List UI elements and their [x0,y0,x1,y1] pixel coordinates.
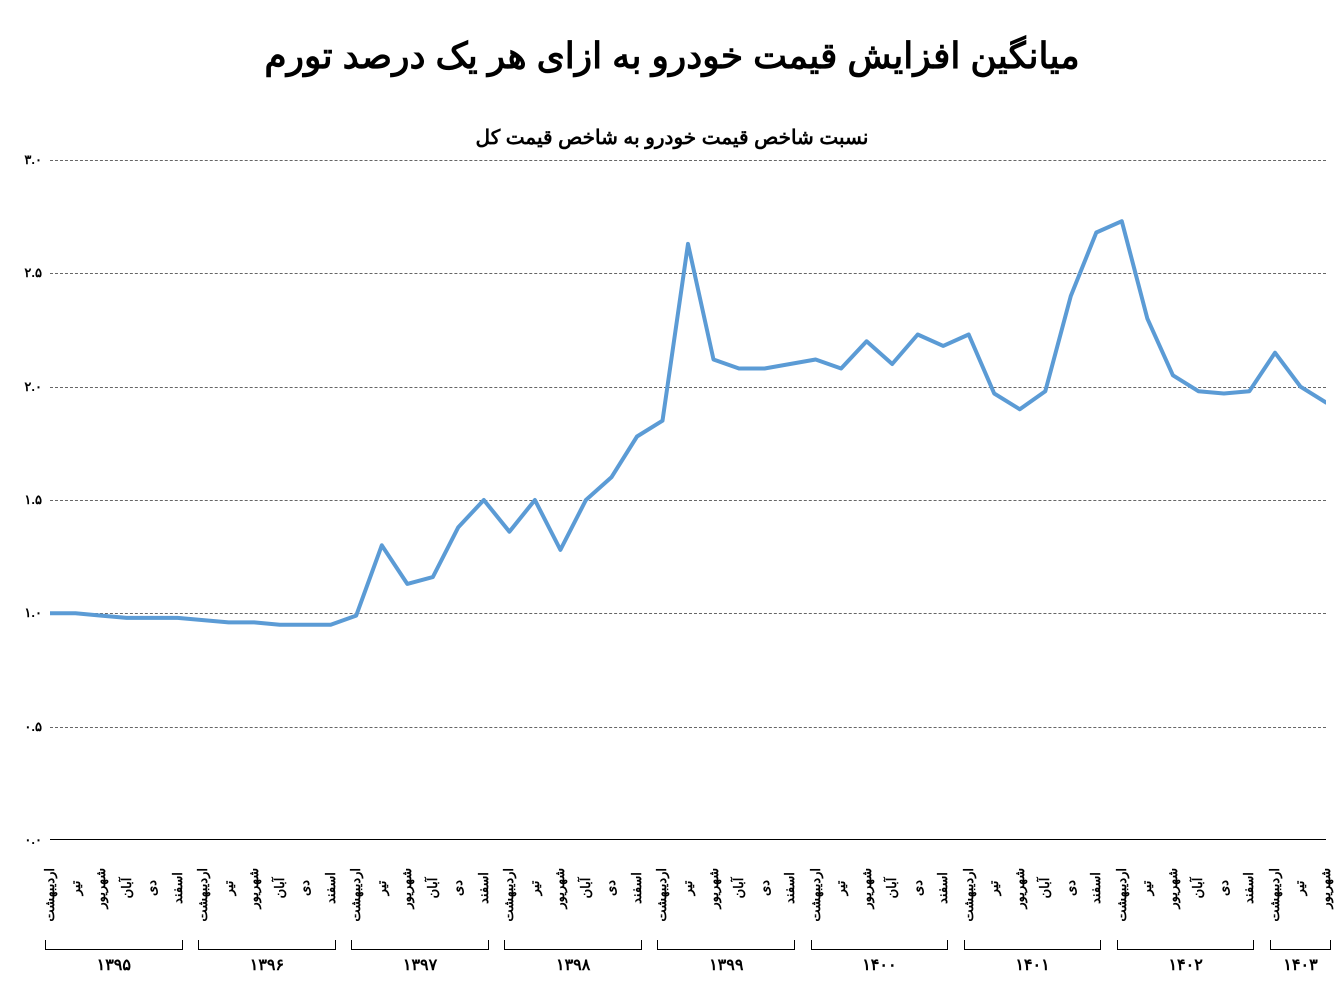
chart-container: ۰.۰۰.۵۱.۰۱.۵۲.۰۲.۵۳.۰ [38,160,1326,840]
year-label: ۱۳۹۸ [504,955,642,975]
x-month-label: شهریور [399,868,415,908]
x-month-label: آبان [1190,868,1206,908]
x-month-label: تیر [221,868,237,908]
year-bracket [811,940,949,950]
x-month-label: تیر [527,868,543,908]
x-month-label: شهریور [1012,868,1028,908]
x-month-label: آبان [578,868,594,908]
x-month-label: اردیبهشت [42,868,58,908]
y-tick-label: ۰.۰ [12,832,42,848]
y-tick-label: ۲.۵ [12,265,42,281]
x-month-label: تیر [986,868,1002,908]
x-month-label: اسفند [476,868,492,908]
y-tick-label: ۰.۵ [12,719,42,735]
x-month-label: دی [910,868,926,908]
line-chart-svg [50,160,1326,840]
x-month-label: اردیبهشت [348,868,364,908]
x-month-label: شهریور [246,868,262,908]
x-month-label: دی [297,868,313,908]
x-month-label: دی [450,868,466,908]
x-month-label: دی [144,868,160,908]
x-month-label: تیر [1139,868,1155,908]
year-label: ۱۳۹۷ [351,955,489,975]
x-month-label: آبان [425,868,441,908]
year-bracket [1270,940,1331,950]
year-bracket [657,940,795,950]
x-month-label: آبان [884,868,900,908]
x-month-label: تیر [680,868,696,908]
y-tick-label: ۲.۰ [12,379,42,395]
year-label: ۱۴۰۳ [1270,955,1331,975]
year-label: ۱۴۰۲ [1117,955,1255,975]
x-month-label: اردیبهشت [808,868,824,908]
year-bracket [198,940,336,950]
x-month-label: دی [1216,868,1232,908]
x-month-label: اردیبهشت [1267,868,1283,908]
year-bracket [1117,940,1255,950]
year-bracket [45,940,183,950]
year-label: ۱۳۹۹ [657,955,795,975]
x-month-label: اسفند [323,868,339,908]
year-label: ۱۳۹۶ [198,955,336,975]
year-bracket [351,940,489,950]
x-month-label: تیر [68,868,84,908]
x-month-label: شهریور [1318,868,1334,908]
year-label: ۱۳۹۵ [45,955,183,975]
x-month-label: اردیبهشت [1114,868,1130,908]
x-month-label: اسفند [935,868,951,908]
x-month-label: اسفند [629,868,645,908]
x-month-label: تیر [1292,868,1308,908]
x-month-label: تیر [374,868,390,908]
x-month-label: اسفند [170,868,186,908]
x-month-label: دی [1063,868,1079,908]
x-month-label: شهریور [93,868,109,908]
year-label: ۱۴۰۰ [811,955,949,975]
x-month-label: اسفند [782,868,798,908]
x-month-label: شهریور [552,868,568,908]
x-month-label: دی [603,868,619,908]
x-month-label: آبان [272,868,288,908]
chart-subtitle: نسبت شاخص قیمت خودرو به شاخص قیمت کل [0,125,1344,150]
x-labels: اردیبهشت تیر شهریور آبان دی اسفند اردیبهشت تیر ش… [50,840,1326,1000]
x-month-label: اردیبهشت [195,868,211,908]
x-month-label: شهریور [706,868,722,908]
x-month-label: شهریور [859,868,875,908]
y-tick-label: ۱.۰ [12,605,42,621]
x-month-label: دی [757,868,773,908]
x-month-label: اردیبهشت [654,868,670,908]
x-month-label: اردیبهشت [501,868,517,908]
x-month-label: اسفند [1088,868,1104,908]
y-tick-label: ۱.۵ [12,492,42,508]
year-label: ۱۴۰۱ [964,955,1102,975]
x-month-label: آبان [1037,868,1053,908]
x-month-label: تیر [833,868,849,908]
year-bracket [964,940,1102,950]
year-bracket [504,940,642,950]
x-month-label: آبان [119,868,135,908]
x-month-label: اسفند [1241,868,1257,908]
x-month-label: اردیبهشت [961,868,977,908]
x-month-label: آبان [731,868,747,908]
x-month-label: شهریور [1165,868,1181,908]
y-tick-label: ۳.۰ [12,152,42,168]
chart-main-title: میانگین افزایش قیمت خودرو به ازای هر یک … [0,35,1344,77]
plot-area: ۰.۰۰.۵۱.۰۱.۵۲.۰۲.۵۳.۰ [50,160,1326,840]
